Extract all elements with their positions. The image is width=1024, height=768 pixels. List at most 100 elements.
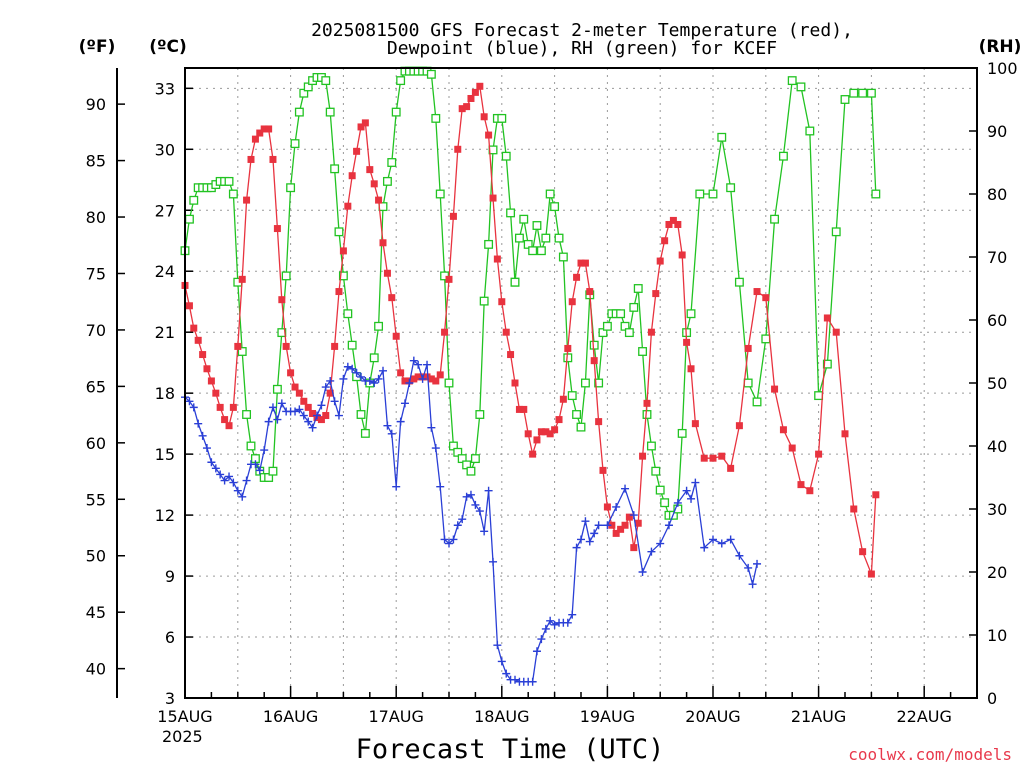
dewpoint-point: [207, 458, 216, 467]
fahrenheit-tick-label: 90: [86, 95, 106, 114]
temperature-point: [797, 481, 805, 489]
fahrenheit-tick-label: 70: [86, 321, 106, 340]
temperature-point: [185, 302, 193, 310]
temperature-point: [388, 294, 396, 302]
rh-tick-label: 0: [987, 689, 997, 708]
rh-point: [470, 454, 480, 464]
temperature-point: [832, 328, 840, 336]
rh-point: [572, 410, 582, 419]
x-tick-sublabel: 2025: [162, 727, 203, 746]
dewpoint-point: [563, 618, 572, 627]
rh-point: [497, 113, 507, 123]
x-tick-label: 21AUG: [791, 707, 846, 726]
temperature-point: [493, 255, 501, 263]
x-tick-label: 19AUG: [580, 707, 635, 726]
dewpoint-point: [462, 492, 471, 501]
temperature-point: [300, 397, 308, 405]
temperature-point: [344, 202, 352, 210]
rh-point: [633, 284, 643, 293]
rh-point: [734, 277, 744, 287]
temperature-point: [621, 521, 629, 529]
dewpoint-point: [475, 507, 484, 516]
dewpoint-point: [264, 417, 273, 426]
dewpoint-point: [550, 620, 559, 629]
celsius-tick-label: 33: [155, 79, 175, 98]
series-temperature: [181, 82, 880, 578]
dewpoint-point: [189, 403, 198, 412]
temperature-point: [225, 422, 233, 430]
rh-point: [871, 189, 881, 199]
dewpoint-point: [194, 419, 203, 428]
temperature-point: [709, 454, 717, 462]
dewpoint-point: [603, 521, 612, 530]
dewpoint-point: [458, 515, 467, 524]
x-tick-label: 20AUG: [685, 707, 740, 726]
rh-point: [651, 466, 661, 476]
temperature-point: [529, 450, 537, 458]
dewpoint-point: [748, 580, 757, 589]
x-tick-label: 18AUG: [474, 707, 529, 726]
temperature-point: [744, 344, 752, 352]
rh-axis: 0 10 20 30 40 50 60 70 80 90 100: [969, 59, 1018, 708]
rh-point: [519, 214, 529, 224]
rh-point: [281, 271, 291, 281]
celsius-tick-label: 24: [155, 262, 175, 281]
temperature-point: [441, 328, 449, 336]
temperature-point: [859, 548, 867, 556]
dewpoint-point: [629, 511, 638, 520]
temperature-point: [304, 403, 312, 411]
fahrenheit-tick-label: 65: [86, 377, 106, 396]
chart-title-line1: 2025081500 GFS Forecast 2-meter Temperat…: [311, 20, 853, 41]
dewpoint-point: [242, 476, 251, 485]
temperature-point: [278, 296, 286, 304]
rh-point: [660, 498, 670, 508]
temperature-point: [331, 342, 339, 350]
x-tick-label: 22AUG: [896, 707, 951, 726]
temperature-point: [599, 466, 607, 474]
rh-point: [655, 485, 665, 495]
dewpoint-point: [568, 610, 577, 619]
temperature-point: [379, 239, 387, 247]
dewpoint-point: [304, 417, 313, 426]
temperature-point: [634, 519, 642, 527]
temperature-point: [652, 290, 660, 298]
dewpoint-point: [726, 535, 735, 544]
rh-point: [435, 189, 445, 199]
dewpoint-point: [308, 423, 317, 432]
temperature-point: [269, 155, 277, 163]
temperature-point: [661, 237, 669, 245]
dewpoint-point: [255, 466, 264, 475]
rh-point: [558, 252, 568, 262]
temperature-point: [718, 452, 726, 460]
fahrenheit-tick-label: 45: [86, 603, 106, 622]
dewpoint-point: [691, 478, 700, 487]
rh-point: [330, 164, 340, 174]
x-axis-title: Forecast Time (UTC): [356, 734, 665, 765]
rh-point: [444, 378, 454, 388]
dewpoint-point: [489, 557, 498, 566]
dewpoint-point: [348, 364, 357, 373]
temperature-point: [427, 375, 435, 383]
temperature-point: [366, 166, 374, 174]
dewpoint-point: [445, 539, 453, 548]
rh-point: [770, 214, 780, 224]
rh-point: [677, 428, 687, 438]
temperature-point: [502, 328, 510, 336]
dewpoint-point: [268, 403, 277, 412]
temperature-point: [449, 212, 457, 220]
rh-point: [396, 76, 406, 86]
temperature-point: [476, 82, 484, 90]
temperature-point: [524, 430, 532, 438]
rh-point: [642, 410, 652, 419]
temperature-point: [221, 416, 229, 424]
dewpoint-point: [313, 411, 321, 420]
temperature-point: [551, 426, 559, 434]
dewpoint-point: [374, 374, 383, 383]
temperature-point: [753, 288, 761, 296]
temperature-point: [243, 196, 251, 204]
rh-tick-label: 100: [987, 59, 1018, 78]
dewpoint-point: [709, 535, 717, 544]
rh-point: [536, 246, 546, 256]
temperature-point: [520, 405, 528, 413]
dewpoint-point: [673, 498, 682, 507]
